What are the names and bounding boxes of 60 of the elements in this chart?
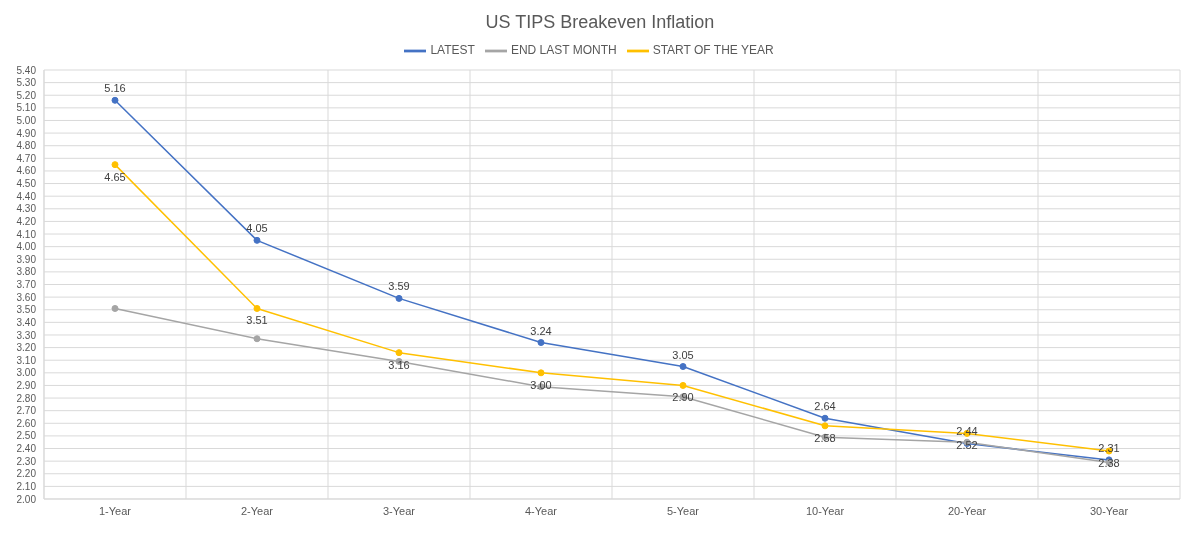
y-tick-label: 3.80 [16, 266, 37, 278]
y-tick-label: 4.40 [16, 190, 37, 202]
y-tick-label: 4.20 [16, 215, 37, 227]
legend-label: LATEST [430, 43, 475, 58]
data-label: 3.24 [530, 324, 552, 337]
data-label: 2.58 [814, 431, 836, 444]
data-label: 5.16 [104, 82, 126, 95]
y-tick-label: 4.30 [16, 203, 37, 215]
data-label: 4.05 [246, 222, 268, 235]
y-tick-label: 3.20 [16, 342, 37, 354]
y-tick-label: 3.50 [16, 304, 37, 316]
y-tick-label: 4.00 [16, 241, 37, 253]
data-label: 2.38 [1098, 457, 1120, 470]
y-tick-label: 2.30 [16, 455, 37, 467]
y-tick-label: 3.70 [16, 279, 37, 291]
legend-label: START OF THE YEAR [652, 43, 774, 58]
y-tick-label: 5.40 [16, 64, 37, 76]
legend-label: END LAST MONTH [510, 43, 617, 58]
data-label: 3.51 [246, 314, 268, 327]
y-tick-label: 2.60 [16, 417, 37, 429]
data-label: 2.90 [672, 391, 694, 404]
y-tick-label: 4.80 [16, 140, 37, 152]
y-tick-label: 3.40 [16, 316, 37, 328]
y-tick-label: 5.10 [16, 102, 37, 114]
chart-title: US TIPS Breakeven Inflation [484, 11, 716, 34]
x-tick-label: 3-Year [382, 504, 416, 517]
y-tick-label: 2.40 [16, 443, 37, 455]
y-tick-label: 4.50 [16, 178, 37, 190]
y-tick-label: 2.80 [16, 392, 37, 404]
x-tick-label: 1-Year [98, 504, 132, 517]
data-label: 3.00 [530, 378, 552, 391]
y-tick-label: 4.10 [16, 228, 37, 240]
y-tick-label: 2.50 [16, 430, 37, 442]
x-tick-label: 2-Year [240, 504, 274, 517]
y-tick-label: 4.60 [16, 165, 37, 177]
y-tick-label: 2.90 [16, 379, 37, 391]
y-tick-label: 3.10 [16, 354, 37, 366]
y-tick-label: 5.20 [16, 89, 37, 101]
y-tick-label: 3.60 [16, 291, 37, 303]
data-label: 4.65 [104, 170, 126, 183]
y-tick-label: 3.30 [16, 329, 37, 341]
data-label: 3.05 [672, 348, 694, 361]
x-tick-label: 10-Year [805, 504, 845, 517]
y-tick-label: 2.00 [16, 493, 37, 505]
data-label: 3.59 [388, 280, 410, 293]
x-tick-label: 30-Year [1089, 504, 1129, 517]
y-tick-label: 4.90 [16, 127, 37, 139]
y-tick-label: 3.90 [16, 253, 37, 265]
y-tick-label: 5.00 [16, 115, 37, 127]
x-tick-label: 4-Year [524, 504, 558, 517]
y-tick-label: 5.30 [16, 77, 37, 89]
x-tick-label: 5-Year [666, 504, 700, 517]
data-label: 3.16 [388, 358, 410, 371]
data-label: 2.64 [814, 400, 836, 413]
y-tick-label: 2.20 [16, 468, 37, 480]
y-tick-label: 3.00 [16, 367, 37, 379]
y-tick-label: 2.70 [16, 405, 37, 417]
y-tick-label: 4.70 [16, 152, 37, 164]
x-tick-label: 20-Year [947, 504, 987, 517]
y-tick-label: 2.10 [16, 480, 37, 492]
